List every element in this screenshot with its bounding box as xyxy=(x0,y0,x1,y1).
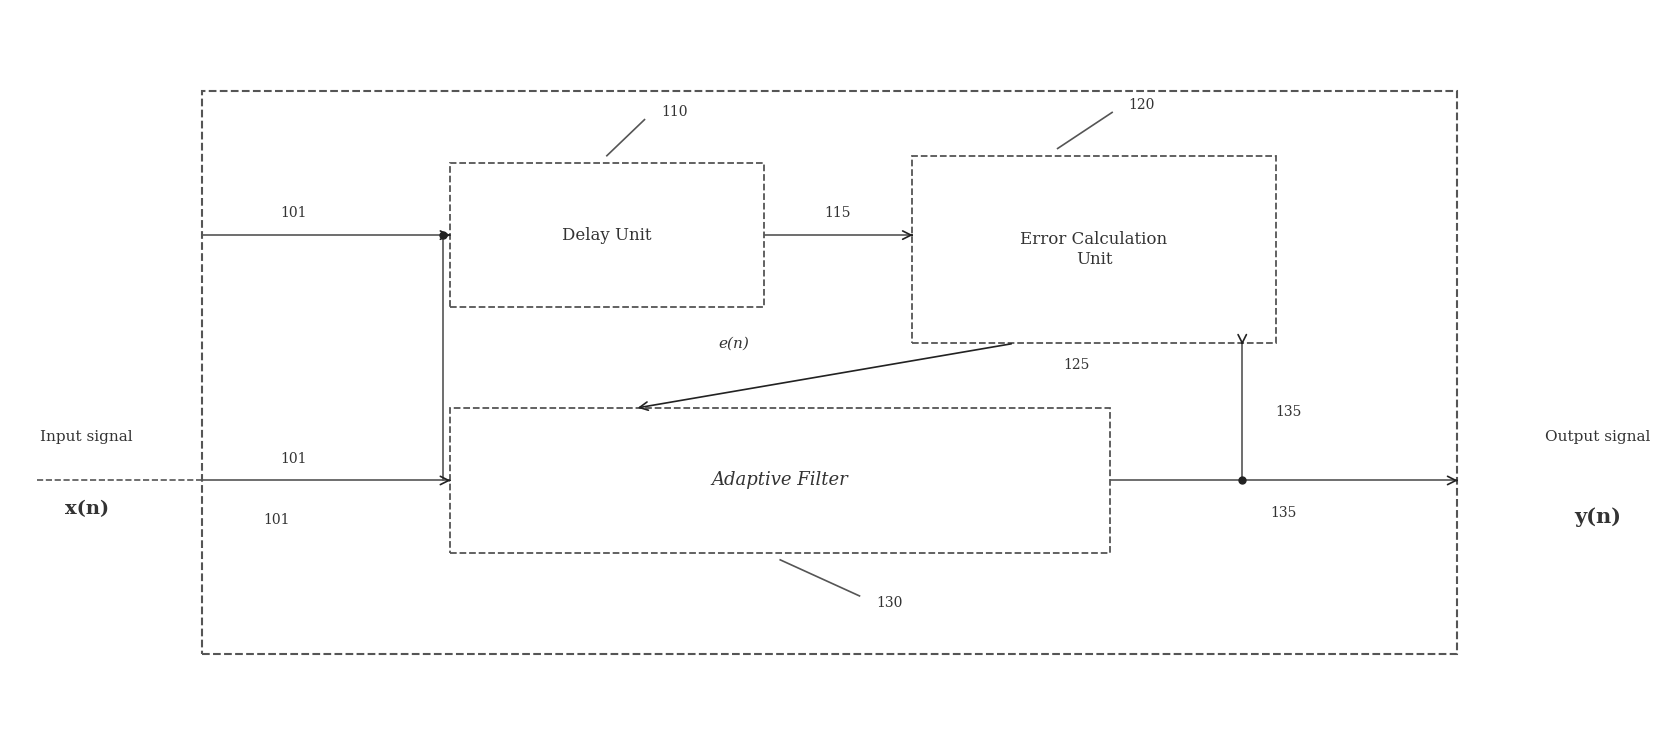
Text: 135: 135 xyxy=(1275,405,1302,419)
Text: 130: 130 xyxy=(875,596,902,610)
FancyBboxPatch shape xyxy=(912,155,1275,343)
Text: 101: 101 xyxy=(263,513,290,527)
Text: e(n): e(n) xyxy=(718,337,748,350)
Text: Delay Unit: Delay Unit xyxy=(562,226,652,244)
Text: 120: 120 xyxy=(1129,99,1155,112)
FancyBboxPatch shape xyxy=(450,163,763,307)
Text: 101: 101 xyxy=(280,452,307,466)
Text: y(n): y(n) xyxy=(1574,507,1620,526)
Text: x(n): x(n) xyxy=(65,500,108,518)
Text: Output signal: Output signal xyxy=(1545,430,1650,444)
Text: Adaptive Filter: Adaptive Filter xyxy=(712,472,849,490)
FancyBboxPatch shape xyxy=(202,91,1457,653)
Text: 101: 101 xyxy=(280,207,307,220)
Text: 110: 110 xyxy=(662,105,687,120)
Text: Error Calculation
Unit: Error Calculation Unit xyxy=(1020,231,1167,268)
Text: 125: 125 xyxy=(1064,358,1090,372)
Text: 135: 135 xyxy=(1270,506,1297,520)
FancyBboxPatch shape xyxy=(450,408,1110,553)
Text: 115: 115 xyxy=(825,207,852,220)
Text: Input signal: Input signal xyxy=(40,430,133,444)
